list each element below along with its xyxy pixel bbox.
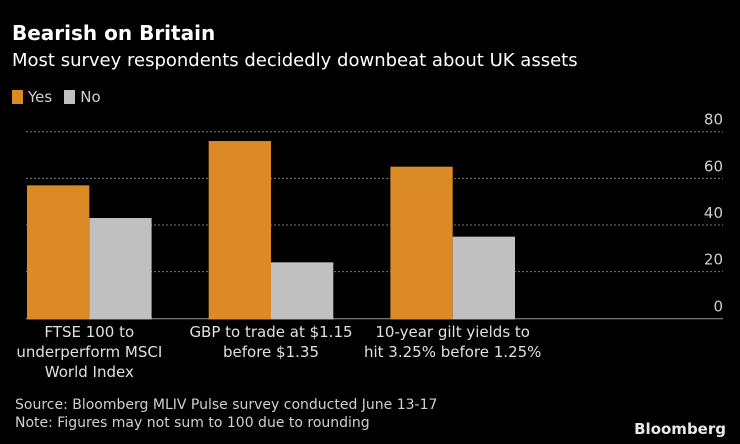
legend-swatch-no <box>64 90 76 104</box>
y-tick-label: 20 <box>704 251 723 269</box>
x-tick-label: 10-year gilt yields to hit 3.25% before … <box>363 323 542 361</box>
y-tick-label: 0 <box>713 297 723 315</box>
legend-label-no: No <box>80 88 101 106</box>
y-tick-label: 60 <box>704 157 723 175</box>
bar-yes <box>208 141 271 319</box>
y-tick-label: 80 <box>704 111 723 129</box>
bar-yes <box>27 185 90 319</box>
baseline-segment <box>390 317 453 320</box>
x-tick-label: FTSE 100 to underperform MSCI World Inde… <box>16 323 163 381</box>
chart-subtitle: Most survey respondents decidedly downbe… <box>12 50 578 71</box>
legend-label-yes: Yes <box>28 88 53 106</box>
legend-item-yes: Yes <box>12 88 52 106</box>
note-text: Note: Figures may not sum to 100 due to … <box>15 415 370 431</box>
bar-no <box>89 218 152 319</box>
bar-no <box>452 236 515 319</box>
baseline-segment <box>271 317 334 320</box>
source-text: Source: Bloomberg MLIV Pulse survey cond… <box>15 397 438 413</box>
chart-title: Bearish on Britain <box>12 21 216 45</box>
x-tick-label: GBP to trade at $1.15 before $1.35 <box>189 323 353 361</box>
bloomberg-logo: Bloomberg <box>634 420 726 438</box>
source-note: Source: Bloomberg MLIV Pulse survey cond… <box>15 396 437 432</box>
bar-yes <box>390 166 453 319</box>
legend-item-no: No <box>64 88 101 106</box>
baseline-segment <box>27 317 90 320</box>
baseline-segment <box>452 317 515 320</box>
baseline-segment <box>89 317 152 320</box>
legend: Yes No <box>12 88 101 106</box>
baseline-segment <box>208 317 271 320</box>
y-tick-label: 40 <box>704 204 723 222</box>
bar-no <box>271 262 334 319</box>
legend-swatch-yes <box>12 90 23 104</box>
